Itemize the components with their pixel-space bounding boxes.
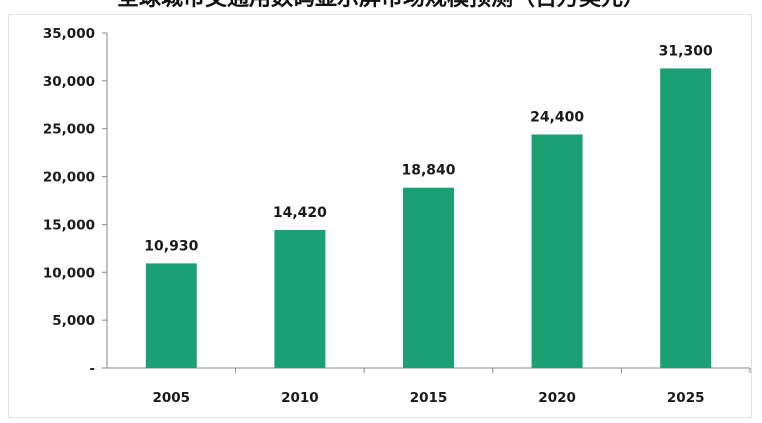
y-tick-label: 20,000 (43, 170, 95, 186)
data-label-2010: 14,420 (273, 205, 327, 221)
chart-labels: - 5,000 10,000 15,000 20,000 25,000 30,000 35,0… (43, 26, 713, 406)
y-tick-label: 25,000 (43, 122, 95, 138)
y-tick-label: 5,000 (52, 313, 95, 329)
bar-2020 (531, 134, 583, 368)
bar-2025 (660, 68, 712, 369)
x-tick-label: 2005 (153, 390, 191, 406)
data-label-2020: 24,400 (530, 109, 584, 125)
bar-2005 (145, 263, 197, 368)
y-tick-label: 30,000 (43, 74, 95, 90)
data-label-2005: 10,930 (144, 238, 198, 254)
x-tick-label: 2025 (667, 390, 705, 406)
bar-2010 (274, 229, 326, 368)
x-tick-label: 2020 (538, 390, 576, 406)
y-tick-label: - (89, 361, 95, 377)
x-tick-label: 2010 (281, 390, 319, 406)
y-tick-label: 15,000 (43, 217, 95, 233)
bar-2015 (403, 187, 454, 368)
data-label-2025: 31,300 (659, 43, 713, 59)
x-tick-label: 2015 (410, 390, 448, 406)
y-tick-label: 35,000 (43, 26, 95, 42)
chart-title-strip: 全球城市交通用数码显示屏市场规模预测（百万美元） (0, 0, 762, 12)
chart-title: 全球城市交通用数码显示屏市场规模预测（百万美元） (0, 0, 762, 12)
y-tick-label: 10,000 (43, 265, 95, 281)
data-label-2015: 18,840 (401, 163, 455, 179)
chart-bars (145, 68, 712, 369)
chart-frame (8, 14, 752, 418)
